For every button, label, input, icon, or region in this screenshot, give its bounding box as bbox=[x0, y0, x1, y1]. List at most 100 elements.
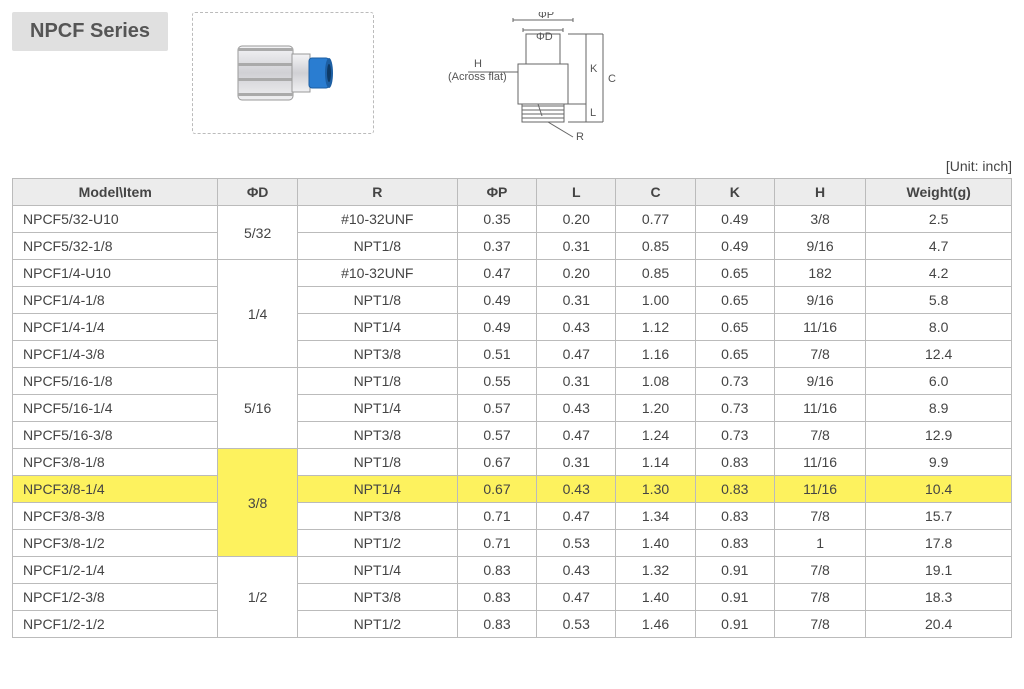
cell-model: NPCF5/32-U10 bbox=[13, 206, 218, 233]
cell-W: 17.8 bbox=[866, 530, 1012, 557]
cell-R: #10-32UNF bbox=[297, 260, 457, 287]
table-row: NPCF3/8-1/4NPT1/40.670.431.300.8311/1610… bbox=[13, 476, 1012, 503]
cell-R: NPT3/8 bbox=[297, 503, 457, 530]
cell-L: 0.20 bbox=[537, 206, 616, 233]
label-H: H bbox=[474, 58, 482, 70]
cell-R: NPT1/4 bbox=[297, 395, 457, 422]
label-C: C bbox=[608, 73, 616, 85]
cell-phiD: 1/2 bbox=[218, 557, 297, 638]
cell-phiP: 0.71 bbox=[457, 503, 536, 530]
cell-L: 0.47 bbox=[537, 341, 616, 368]
cell-K: 0.73 bbox=[695, 422, 774, 449]
series-title: NPCF Series bbox=[12, 12, 168, 51]
cell-model: NPCF5/16-1/8 bbox=[13, 368, 218, 395]
cell-C: 1.46 bbox=[616, 611, 695, 638]
cell-K: 0.73 bbox=[695, 395, 774, 422]
cell-W: 10.4 bbox=[866, 476, 1012, 503]
cell-K: 0.91 bbox=[695, 611, 774, 638]
label-phiP: ΦP bbox=[538, 12, 554, 21]
cell-C: 1.24 bbox=[616, 422, 695, 449]
cell-phiP: 0.83 bbox=[457, 584, 536, 611]
cell-R: NPT3/8 bbox=[297, 422, 457, 449]
cell-phiP: 0.35 bbox=[457, 206, 536, 233]
cell-phiP: 0.83 bbox=[457, 557, 536, 584]
cell-phiP: 0.71 bbox=[457, 530, 536, 557]
cell-L: 0.47 bbox=[537, 422, 616, 449]
dimension-diagram: ΦP ΦD H (Across flat) K C L R bbox=[398, 12, 698, 142]
label-K: K bbox=[590, 63, 598, 75]
col-header: L bbox=[537, 179, 616, 206]
cell-R: NPT1/2 bbox=[297, 611, 457, 638]
cell-R: NPT1/4 bbox=[297, 476, 457, 503]
cell-C: 1.00 bbox=[616, 287, 695, 314]
cell-C: 1.20 bbox=[616, 395, 695, 422]
col-header: ΦP bbox=[457, 179, 536, 206]
cell-phiP: 0.57 bbox=[457, 395, 536, 422]
fitting-icon bbox=[223, 28, 343, 118]
cell-K: 0.65 bbox=[695, 341, 774, 368]
cell-model: NPCF3/8-1/2 bbox=[13, 530, 218, 557]
cell-W: 12.9 bbox=[866, 422, 1012, 449]
cell-model: NPCF1/4-3/8 bbox=[13, 341, 218, 368]
table-row: NPCF1/4-3/8NPT3/80.510.471.160.657/812.4 bbox=[13, 341, 1012, 368]
cell-L: 0.43 bbox=[537, 557, 616, 584]
cell-model: NPCF1/4-U10 bbox=[13, 260, 218, 287]
cell-C: 1.08 bbox=[616, 368, 695, 395]
cell-L: 0.53 bbox=[537, 530, 616, 557]
cell-phiP: 0.55 bbox=[457, 368, 536, 395]
cell-H: 7/8 bbox=[774, 557, 865, 584]
cell-model: NPCF3/8-1/4 bbox=[13, 476, 218, 503]
header-row: NPCF Series bbox=[12, 12, 1012, 142]
cell-C: 1.40 bbox=[616, 584, 695, 611]
cell-W: 12.4 bbox=[866, 341, 1012, 368]
cell-L: 0.31 bbox=[537, 368, 616, 395]
cell-W: 18.3 bbox=[866, 584, 1012, 611]
label-across-flat: (Across flat) bbox=[448, 71, 507, 83]
cell-L: 0.31 bbox=[537, 449, 616, 476]
cell-phiP: 0.49 bbox=[457, 287, 536, 314]
table-row: NPCF5/32-U105/32#10-32UNF0.350.200.770.4… bbox=[13, 206, 1012, 233]
cell-W: 6.0 bbox=[866, 368, 1012, 395]
table-row: NPCF1/4-U101/4#10-32UNF0.470.200.850.651… bbox=[13, 260, 1012, 287]
cell-phiD: 5/32 bbox=[218, 206, 297, 260]
cell-C: 1.12 bbox=[616, 314, 695, 341]
cell-L: 0.31 bbox=[537, 287, 616, 314]
cell-R: NPT1/4 bbox=[297, 557, 457, 584]
diagram-icon: ΦP ΦD H (Across flat) K C L R bbox=[418, 12, 678, 142]
cell-R: NPT1/2 bbox=[297, 530, 457, 557]
cell-C: 1.14 bbox=[616, 449, 695, 476]
cell-H: 7/8 bbox=[774, 584, 865, 611]
cell-phiP: 0.57 bbox=[457, 422, 536, 449]
table-row: NPCF3/8-1/83/8NPT1/80.670.311.140.8311/1… bbox=[13, 449, 1012, 476]
cell-phiP: 0.49 bbox=[457, 314, 536, 341]
cell-R: NPT3/8 bbox=[297, 584, 457, 611]
cell-W: 15.7 bbox=[866, 503, 1012, 530]
cell-H: 7/8 bbox=[774, 503, 865, 530]
cell-H: 9/16 bbox=[774, 287, 865, 314]
cell-L: 0.43 bbox=[537, 314, 616, 341]
cell-H: 3/8 bbox=[774, 206, 865, 233]
cell-L: 0.53 bbox=[537, 611, 616, 638]
cell-phiD: 5/16 bbox=[218, 368, 297, 449]
cell-phiP: 0.51 bbox=[457, 341, 536, 368]
cell-C: 1.30 bbox=[616, 476, 695, 503]
cell-R: NPT1/4 bbox=[297, 314, 457, 341]
col-header: ΦD bbox=[218, 179, 297, 206]
cell-phiP: 0.67 bbox=[457, 476, 536, 503]
cell-C: 0.85 bbox=[616, 233, 695, 260]
cell-H: 1 bbox=[774, 530, 865, 557]
col-header: Model\Item bbox=[13, 179, 218, 206]
cell-K: 0.65 bbox=[695, 260, 774, 287]
cell-model: NPCF5/16-3/8 bbox=[13, 422, 218, 449]
cell-R: NPT3/8 bbox=[297, 341, 457, 368]
cell-C: 1.34 bbox=[616, 503, 695, 530]
label-L: L bbox=[590, 107, 596, 119]
cell-phiD: 1/4 bbox=[218, 260, 297, 368]
cell-K: 0.91 bbox=[695, 557, 774, 584]
cell-C: 0.77 bbox=[616, 206, 695, 233]
cell-K: 0.83 bbox=[695, 503, 774, 530]
table-header-row: Model\ItemΦDRΦPLCKHWeight(g) bbox=[13, 179, 1012, 206]
cell-H: 7/8 bbox=[774, 341, 865, 368]
cell-L: 0.20 bbox=[537, 260, 616, 287]
cell-R: NPT1/8 bbox=[297, 449, 457, 476]
